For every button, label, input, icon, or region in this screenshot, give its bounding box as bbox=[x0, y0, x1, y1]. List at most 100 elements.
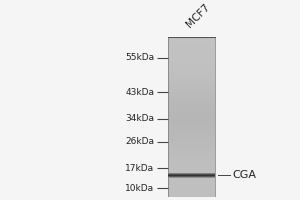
Bar bbox=[168, 153, 215, 154]
Bar bbox=[168, 99, 215, 100]
Bar bbox=[168, 38, 215, 39]
Bar bbox=[168, 147, 215, 148]
Bar bbox=[168, 82, 215, 83]
Bar bbox=[168, 196, 215, 197]
Bar bbox=[168, 107, 215, 108]
Bar bbox=[168, 184, 215, 185]
Bar bbox=[168, 142, 215, 143]
Bar bbox=[168, 68, 215, 69]
Bar bbox=[168, 125, 215, 126]
Bar bbox=[168, 71, 215, 72]
Bar bbox=[168, 169, 215, 170]
Bar bbox=[168, 189, 215, 190]
Bar bbox=[168, 133, 215, 134]
Bar bbox=[168, 117, 215, 118]
Bar bbox=[168, 182, 215, 183]
Bar bbox=[168, 132, 215, 133]
Bar bbox=[168, 74, 215, 75]
Bar bbox=[168, 102, 215, 103]
Bar bbox=[168, 81, 215, 82]
Bar bbox=[168, 80, 215, 81]
Bar bbox=[168, 160, 215, 161]
Bar bbox=[168, 146, 215, 147]
Bar bbox=[168, 170, 215, 171]
Bar bbox=[168, 55, 215, 56]
Bar bbox=[168, 90, 215, 91]
Bar bbox=[168, 94, 215, 95]
Bar bbox=[168, 145, 215, 146]
Bar bbox=[168, 108, 215, 109]
Bar bbox=[168, 136, 215, 137]
Bar bbox=[168, 41, 215, 42]
Bar bbox=[168, 56, 215, 57]
Bar bbox=[168, 96, 215, 97]
Bar bbox=[168, 148, 215, 149]
Bar bbox=[168, 154, 215, 155]
Text: CGA: CGA bbox=[232, 170, 256, 180]
Bar bbox=[168, 62, 215, 63]
Bar bbox=[168, 60, 215, 61]
Bar bbox=[168, 135, 215, 136]
Bar bbox=[168, 72, 215, 73]
Bar bbox=[168, 185, 215, 186]
Bar bbox=[168, 140, 215, 141]
Bar bbox=[168, 87, 215, 88]
Bar bbox=[168, 166, 215, 167]
Bar bbox=[168, 106, 215, 107]
Bar bbox=[168, 105, 215, 106]
Bar bbox=[168, 129, 215, 130]
Bar bbox=[168, 79, 215, 80]
Bar bbox=[168, 190, 215, 191]
Bar bbox=[168, 61, 215, 62]
Bar bbox=[168, 40, 215, 41]
Bar bbox=[168, 175, 215, 176]
Bar bbox=[168, 53, 215, 54]
Bar bbox=[168, 49, 215, 50]
Bar bbox=[168, 76, 215, 77]
Bar bbox=[168, 156, 215, 157]
Bar bbox=[168, 104, 215, 105]
Bar bbox=[168, 178, 215, 179]
Bar bbox=[168, 48, 215, 49]
Bar bbox=[168, 137, 215, 138]
Bar bbox=[168, 181, 215, 182]
Text: 34kDa: 34kDa bbox=[125, 114, 154, 123]
Bar bbox=[168, 92, 215, 93]
Bar bbox=[168, 151, 215, 152]
Bar bbox=[168, 176, 215, 177]
Bar bbox=[168, 134, 215, 135]
Bar bbox=[168, 138, 215, 139]
Bar bbox=[168, 165, 215, 166]
Bar bbox=[168, 95, 215, 96]
Bar bbox=[168, 127, 215, 128]
Bar bbox=[168, 97, 215, 98]
Text: 43kDa: 43kDa bbox=[125, 88, 154, 97]
Bar bbox=[168, 139, 215, 140]
Bar bbox=[168, 77, 215, 78]
Bar bbox=[168, 180, 215, 181]
Bar bbox=[168, 188, 215, 189]
Bar bbox=[168, 50, 215, 51]
Bar bbox=[168, 85, 215, 86]
Bar bbox=[168, 93, 215, 94]
Bar bbox=[168, 110, 215, 111]
Bar bbox=[168, 162, 215, 163]
Bar bbox=[168, 183, 215, 184]
Bar bbox=[168, 46, 215, 47]
Bar bbox=[168, 116, 215, 117]
Bar bbox=[168, 112, 215, 113]
Bar bbox=[168, 113, 215, 114]
Bar bbox=[168, 122, 215, 123]
Bar bbox=[168, 39, 215, 40]
Bar bbox=[168, 84, 215, 85]
Bar bbox=[168, 195, 215, 196]
Bar bbox=[168, 88, 215, 89]
Bar bbox=[168, 89, 215, 90]
Bar bbox=[168, 91, 215, 92]
Bar bbox=[168, 150, 215, 151]
Bar bbox=[168, 177, 215, 178]
Bar bbox=[168, 45, 215, 46]
Bar bbox=[168, 168, 215, 169]
Bar bbox=[168, 52, 215, 53]
Bar bbox=[168, 173, 215, 174]
